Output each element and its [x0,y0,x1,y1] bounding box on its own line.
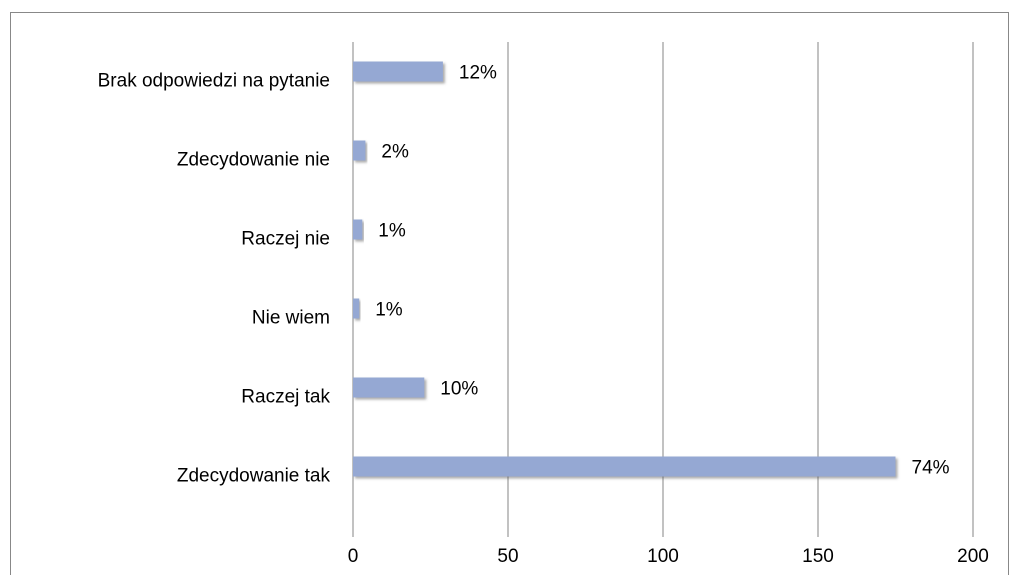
value-label: 1% [375,300,403,321]
bar [353,140,366,161]
x-tick-label: 50 [497,546,518,567]
x-tick-label: 100 [647,546,679,567]
value-label: 10% [440,379,478,400]
y-tick-label: Raczej nie [241,229,330,250]
bar [353,377,425,398]
y-tick-label: Zdecydowanie tak [177,466,331,487]
y-tick-label: Brak odpowiedzi na pytanie [98,71,330,92]
value-label: 1% [378,221,406,242]
y-tick-label: Zdecydowanie nie [177,150,330,171]
bar [353,61,443,82]
value-label: 74% [912,458,950,479]
value-label: 12% [459,63,497,84]
bar [353,456,896,477]
bar [353,219,363,240]
x-tick-label: 200 [957,546,989,567]
chart-border [10,12,1009,580]
x-tick-label: 150 [802,546,834,567]
x-tick-label: 0 [348,546,359,567]
bar [353,298,360,319]
y-tick-label: Raczej tak [241,387,330,408]
y-tick-label: Nie wiem [252,308,330,329]
value-label: 2% [381,142,409,163]
